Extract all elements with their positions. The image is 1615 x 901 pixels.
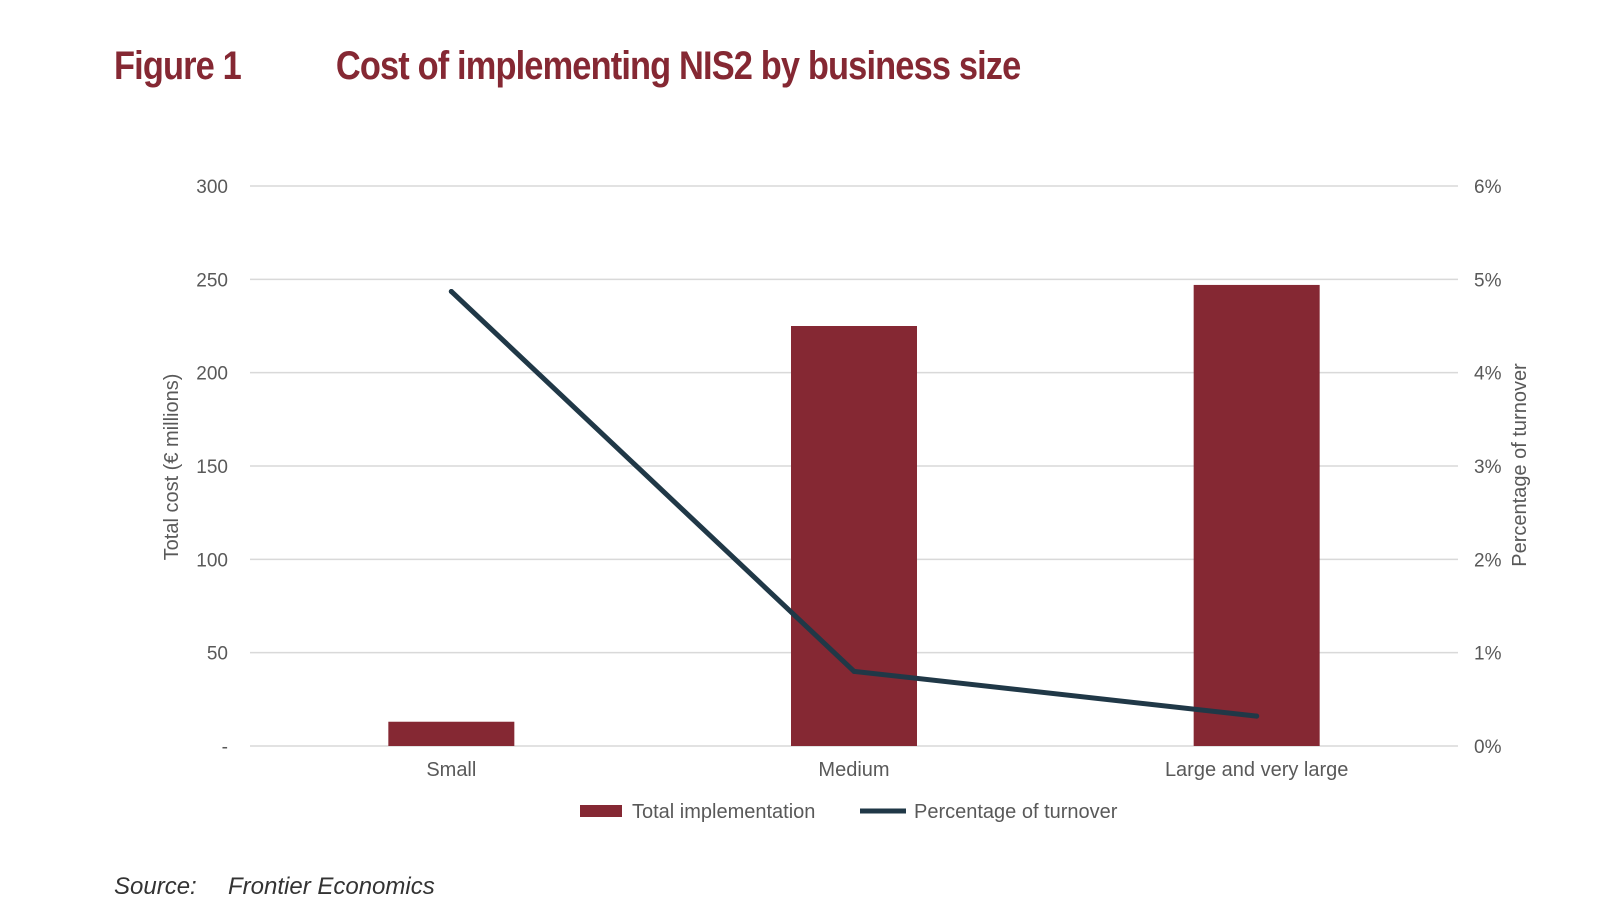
figure-label: Figure 1 [114, 44, 242, 88]
x-axis-ticks: Small Medium Large and very large [426, 759, 1348, 781]
x-tick-label: Large and very large [1165, 759, 1348, 781]
y-tick-label-right: 2% [1474, 550, 1502, 571]
y-tick-label-left: - [222, 737, 228, 758]
bar [791, 326, 917, 746]
y-tick-label-right: 6% [1474, 177, 1502, 198]
legend: Total implementation Percentage of turno… [580, 801, 1118, 823]
y-tick-label-right: 1% [1474, 644, 1502, 665]
y-tick-label-right: 5% [1474, 270, 1502, 291]
y-tick-label-left: 300 [196, 177, 228, 198]
y-tick-label-left: 150 [196, 457, 228, 478]
y-tick-label-left: 50 [207, 644, 228, 665]
y-tick-label-left: 100 [196, 550, 228, 571]
y-tick-label-right: 3% [1474, 457, 1502, 478]
y-tick-label-right: 4% [1474, 364, 1502, 385]
legend-label-line: Percentage of turnover [914, 801, 1118, 823]
y-axis-right-ticks: 0% 1% 2% 3% 4% 5% 6% [1474, 177, 1502, 758]
line-point [1254, 713, 1260, 719]
y-axis-label-right: Percentage of turnover [1509, 363, 1531, 567]
x-tick-label: Small [426, 759, 476, 781]
line-point [851, 668, 857, 674]
x-tick-label: Medium [818, 759, 889, 781]
bar [388, 721, 515, 746]
legend-label-bar: Total implementation [632, 801, 815, 823]
figure-title: Cost of implementing NIS2 by business si… [335, 44, 1021, 88]
source-note: Source: Frontier Economics [114, 873, 435, 901]
bar [1193, 284, 1320, 746]
y-tick-label-right: 0% [1474, 737, 1502, 758]
source-text: Frontier Economics [228, 873, 435, 900]
bar-series [388, 284, 1320, 746]
source-label: Source: [114, 873, 197, 900]
y-tick-label-left: 250 [196, 270, 228, 291]
legend-swatch-bar [580, 805, 622, 817]
chart: - 50 100 150 200 250 300 0% 1% 2% 3% 4% 5% 6% Small M… [161, 177, 1531, 823]
y-tick-label-left: 200 [196, 364, 228, 385]
y-axis-label-left: Total cost (€ millions) [161, 374, 183, 561]
line-series [448, 288, 1260, 719]
line-point [448, 288, 454, 294]
y-axis-left-ticks: - 50 100 150 200 250 300 [196, 177, 228, 758]
